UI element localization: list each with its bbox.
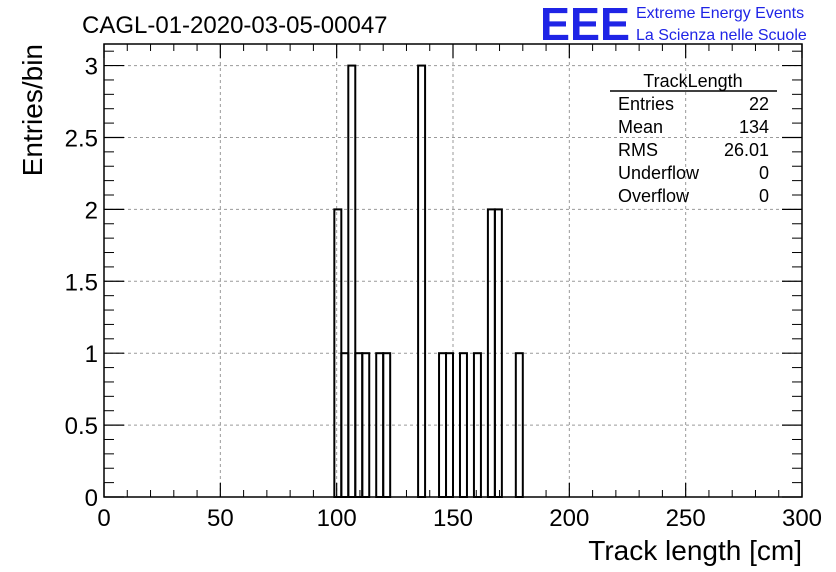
stats-box-title: TrackLength [643,71,742,91]
stats-label: Overflow [618,186,690,206]
stats-label: Entries [618,94,674,114]
x-tick-label: 250 [666,505,706,532]
y-tick-label: 0 [85,485,98,512]
x-tick-label: 200 [549,505,589,532]
y-axis-label: Entries/bin [17,44,48,176]
x-axis-label: Track length [cm] [588,535,802,566]
logo-mark: EEE [540,0,630,50]
x-tick-label: 0 [97,505,110,532]
x-tick-label: 300 [782,505,822,532]
stats-value: 134 [739,117,769,137]
stats-label: Underflow [618,163,700,183]
axis-ticks [103,44,803,498]
eee-logo: EEE Extreme Energy Events La Scienza nel… [540,0,807,50]
stats-box: TrackLength Entries 22 Mean 134 RMS 26.01 Unde… [610,71,777,206]
logo-line-1: Extreme Energy Events [636,5,804,22]
x-tick-label: 150 [433,505,473,532]
x-tick-label: 100 [317,505,357,532]
stats-value: 0 [759,163,769,183]
y-tick-label: 1.5 [65,269,98,296]
stats-value: 0 [759,186,769,206]
y-tick-label: 2 [85,197,98,224]
y-tick-label: 0.5 [65,413,98,440]
logo-line-2: La Scienza nelle Scuole [636,27,807,44]
stats-label: Mean [618,117,663,137]
stats-value: 26.01 [724,140,769,160]
y-tick-label: 1 [85,341,98,368]
stats-value: 22 [749,94,769,114]
y-tick-label: 3 [85,54,98,81]
x-tick-label: 50 [207,505,234,532]
y-tick-label: 2.5 [65,125,98,152]
stats-rows: Entries 22 Mean 134 RMS 26.01 Underflow 0 Overfl… [618,94,769,206]
stats-label: RMS [618,140,658,160]
chart-title: CAGL-01-2020-03-05-00047 [82,12,388,39]
tick-labels: 0 50 100 150 200 250 300 0 0.5 1 1.5 2 2.5 3 [65,54,822,532]
